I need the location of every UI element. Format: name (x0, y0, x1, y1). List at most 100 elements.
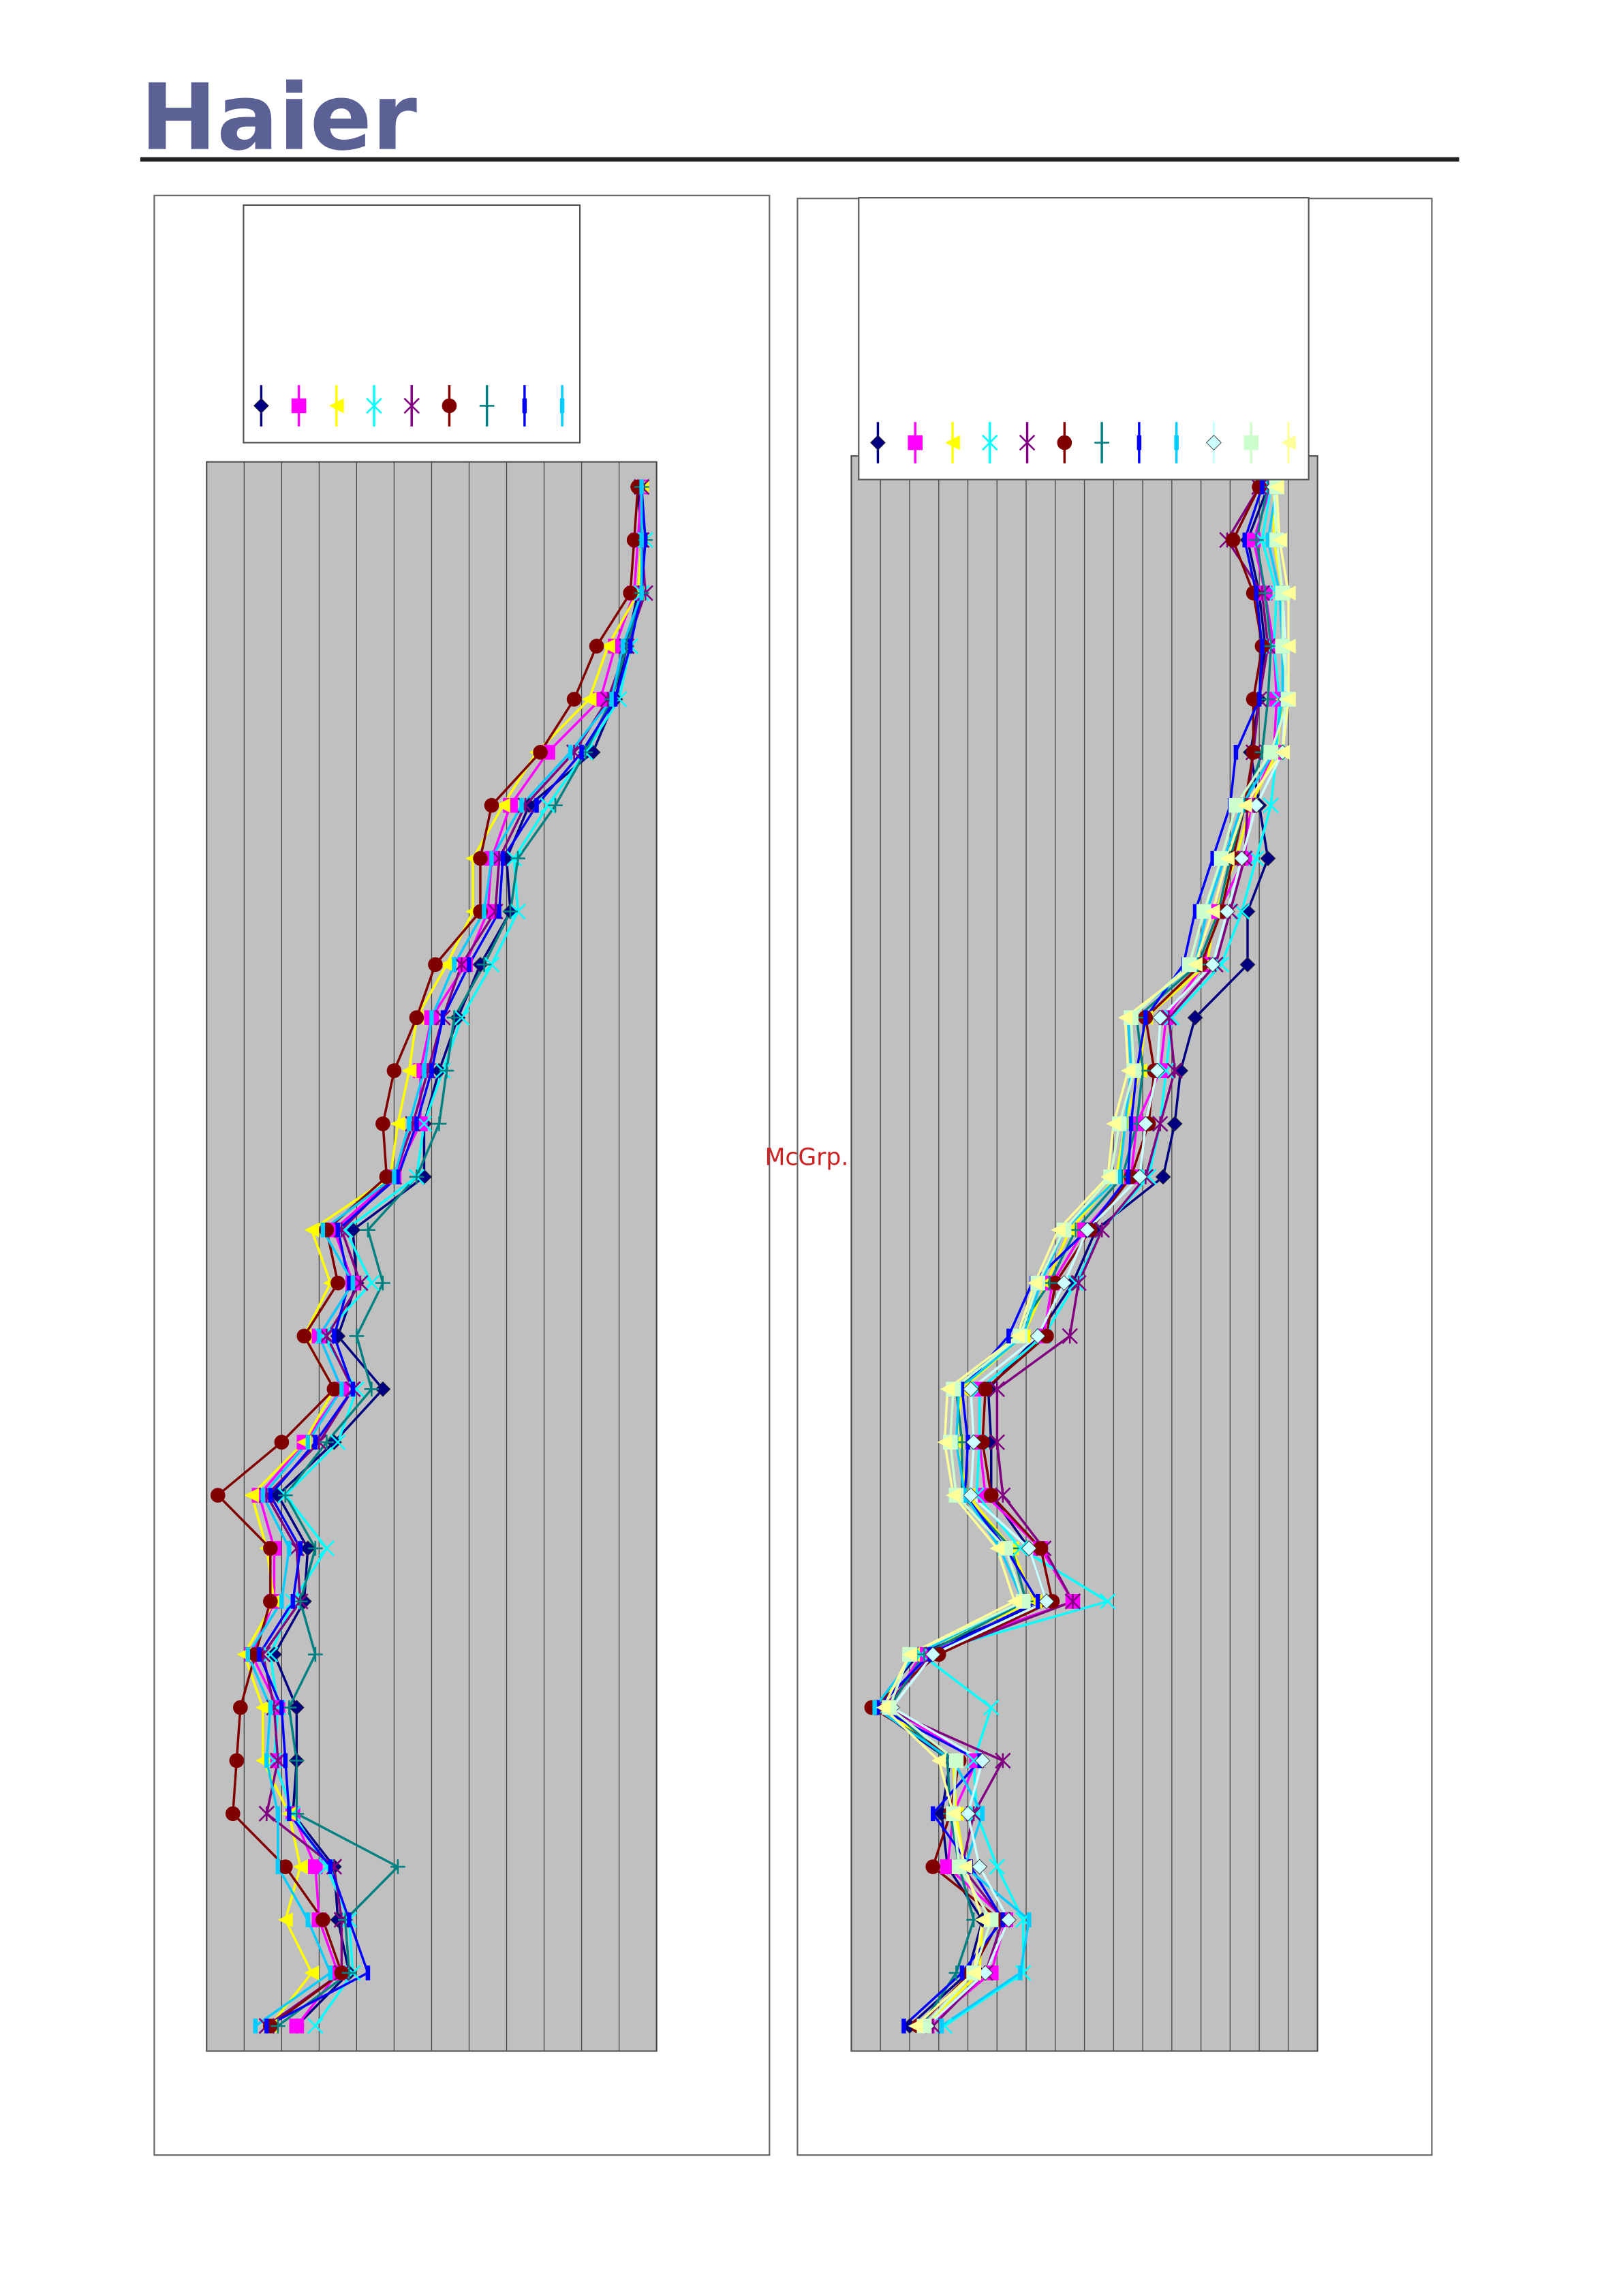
marker (483, 956, 500, 973)
marker (395, 1169, 401, 1184)
marker (1254, 585, 1259, 601)
marker (1265, 532, 1271, 548)
marker (989, 1434, 1006, 1450)
marker (319, 1435, 335, 1450)
marker (534, 797, 539, 813)
marker (623, 585, 638, 601)
marker (467, 957, 472, 973)
marker (379, 1169, 395, 1184)
marker (972, 1858, 988, 1875)
marker (1030, 1328, 1046, 1344)
marker (589, 639, 604, 654)
marker (1057, 435, 1072, 450)
marker (1166, 1062, 1183, 1079)
marker (392, 1169, 397, 1184)
marker (288, 1700, 305, 1715)
marker (1151, 1116, 1169, 1132)
marker (1249, 532, 1264, 548)
marker (1260, 479, 1265, 495)
marker (643, 532, 648, 548)
marker (1137, 435, 1142, 450)
marker (1213, 956, 1230, 973)
marker (983, 1699, 1000, 1716)
marker (264, 1753, 269, 1769)
marker (628, 639, 633, 654)
marker (1019, 434, 1036, 451)
marker (982, 434, 998, 451)
marker (270, 1752, 286, 1769)
marker (609, 692, 614, 707)
marker (1196, 904, 1211, 919)
marker (375, 1381, 391, 1397)
marker (429, 1010, 434, 1026)
marker (401, 1063, 417, 1078)
marker (1010, 1328, 1025, 1344)
marker (279, 1593, 284, 1609)
marker (263, 1541, 278, 1556)
marker (1233, 745, 1239, 760)
marker (278, 1488, 293, 1503)
marker (872, 1700, 877, 1715)
marker (281, 1700, 297, 1715)
series-line (882, 487, 1290, 2027)
marker (1210, 851, 1215, 866)
marker (946, 1806, 961, 1822)
series-line (246, 487, 643, 2027)
marker (335, 1222, 341, 1238)
marker (1164, 1009, 1180, 1026)
marker (308, 1647, 323, 1662)
marker (957, 1859, 973, 1874)
marker (407, 1116, 412, 1131)
marker (1205, 956, 1221, 973)
marker (925, 1647, 941, 1663)
marker (439, 957, 454, 973)
marker (959, 1381, 965, 1397)
marker (352, 1274, 369, 1291)
series-line (258, 487, 647, 2027)
marker (908, 2018, 923, 2034)
marker (639, 585, 644, 601)
marker (1281, 435, 1296, 450)
marker (291, 398, 307, 414)
marker (365, 1965, 371, 1980)
marker (1126, 1169, 1130, 1184)
marker (1070, 1274, 1087, 1291)
marker (347, 1912, 352, 1927)
marker (253, 397, 269, 414)
marker (317, 1328, 322, 1344)
marker (931, 1753, 946, 1769)
marker (1149, 1062, 1165, 1079)
marker (978, 1381, 993, 1397)
marker (296, 1328, 312, 1344)
marker (308, 1541, 323, 1556)
marker (1120, 1063, 1136, 1078)
marker (959, 1965, 965, 1980)
legend (858, 197, 1310, 480)
marker (963, 1487, 979, 1503)
marker (639, 532, 644, 548)
marker (581, 692, 597, 707)
marker (519, 797, 524, 813)
marker (1237, 797, 1252, 813)
marker (479, 398, 495, 414)
marker (1281, 585, 1296, 601)
series-line (888, 487, 1290, 2027)
marker (287, 1541, 292, 1556)
marker (1128, 1116, 1134, 1131)
marker (330, 1275, 345, 1291)
marker (1228, 797, 1243, 813)
marker (568, 745, 573, 760)
logo: Haier (140, 64, 417, 171)
marker (414, 1116, 419, 1131)
marker (422, 1063, 427, 1078)
marker (313, 1435, 318, 1450)
marker (965, 1434, 982, 1450)
marker (1062, 1328, 1078, 1345)
marker (1272, 532, 1287, 548)
marker (1132, 1169, 1148, 1185)
marker (1256, 692, 1262, 707)
chart-frame (153, 194, 771, 2156)
marker (244, 1488, 260, 1503)
marker (293, 1593, 308, 1609)
